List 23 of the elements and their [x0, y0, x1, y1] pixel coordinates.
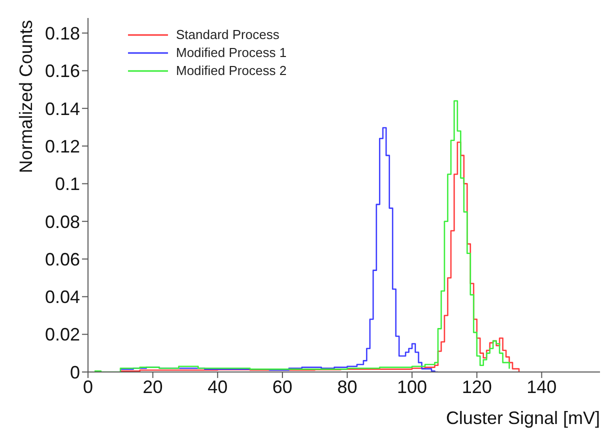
x-tick-label: 60 [272, 376, 292, 397]
x-axis-title: Cluster Signal [mV] [446, 408, 600, 428]
y-tick-label: 0.14 [44, 98, 80, 119]
x-tick-label: 0 [82, 376, 94, 397]
x-tick-label: 40 [208, 376, 228, 397]
legend-label: Standard Process [176, 26, 280, 44]
y-tick-label: 0.08 [44, 212, 80, 232]
x-tick-label: 140 [526, 376, 557, 397]
x-tick-label: 20 [142, 376, 163, 397]
y-tick-label: 0.12 [44, 136, 80, 156]
y-tick-label: 0 [70, 362, 80, 382]
legend-label: Modified Process 1 [176, 44, 287, 62]
x-tick-label: 100 [397, 376, 428, 397]
y-tick-label: 0.1 [54, 174, 80, 194]
x-tick-label: 80 [337, 376, 358, 397]
y-tick-label: 0.18 [44, 23, 80, 44]
y-tick-label: 0.16 [44, 61, 80, 82]
y-tick-label: 0.06 [44, 249, 80, 270]
y-axis-title: Normalized Counts [16, 20, 36, 174]
legend-label: Modified Process 2 [176, 62, 287, 80]
x-tick-label: 120 [462, 376, 492, 397]
y-tick-label: 0.02 [44, 324, 80, 345]
y-tick-label: 0.04 [44, 287, 80, 308]
